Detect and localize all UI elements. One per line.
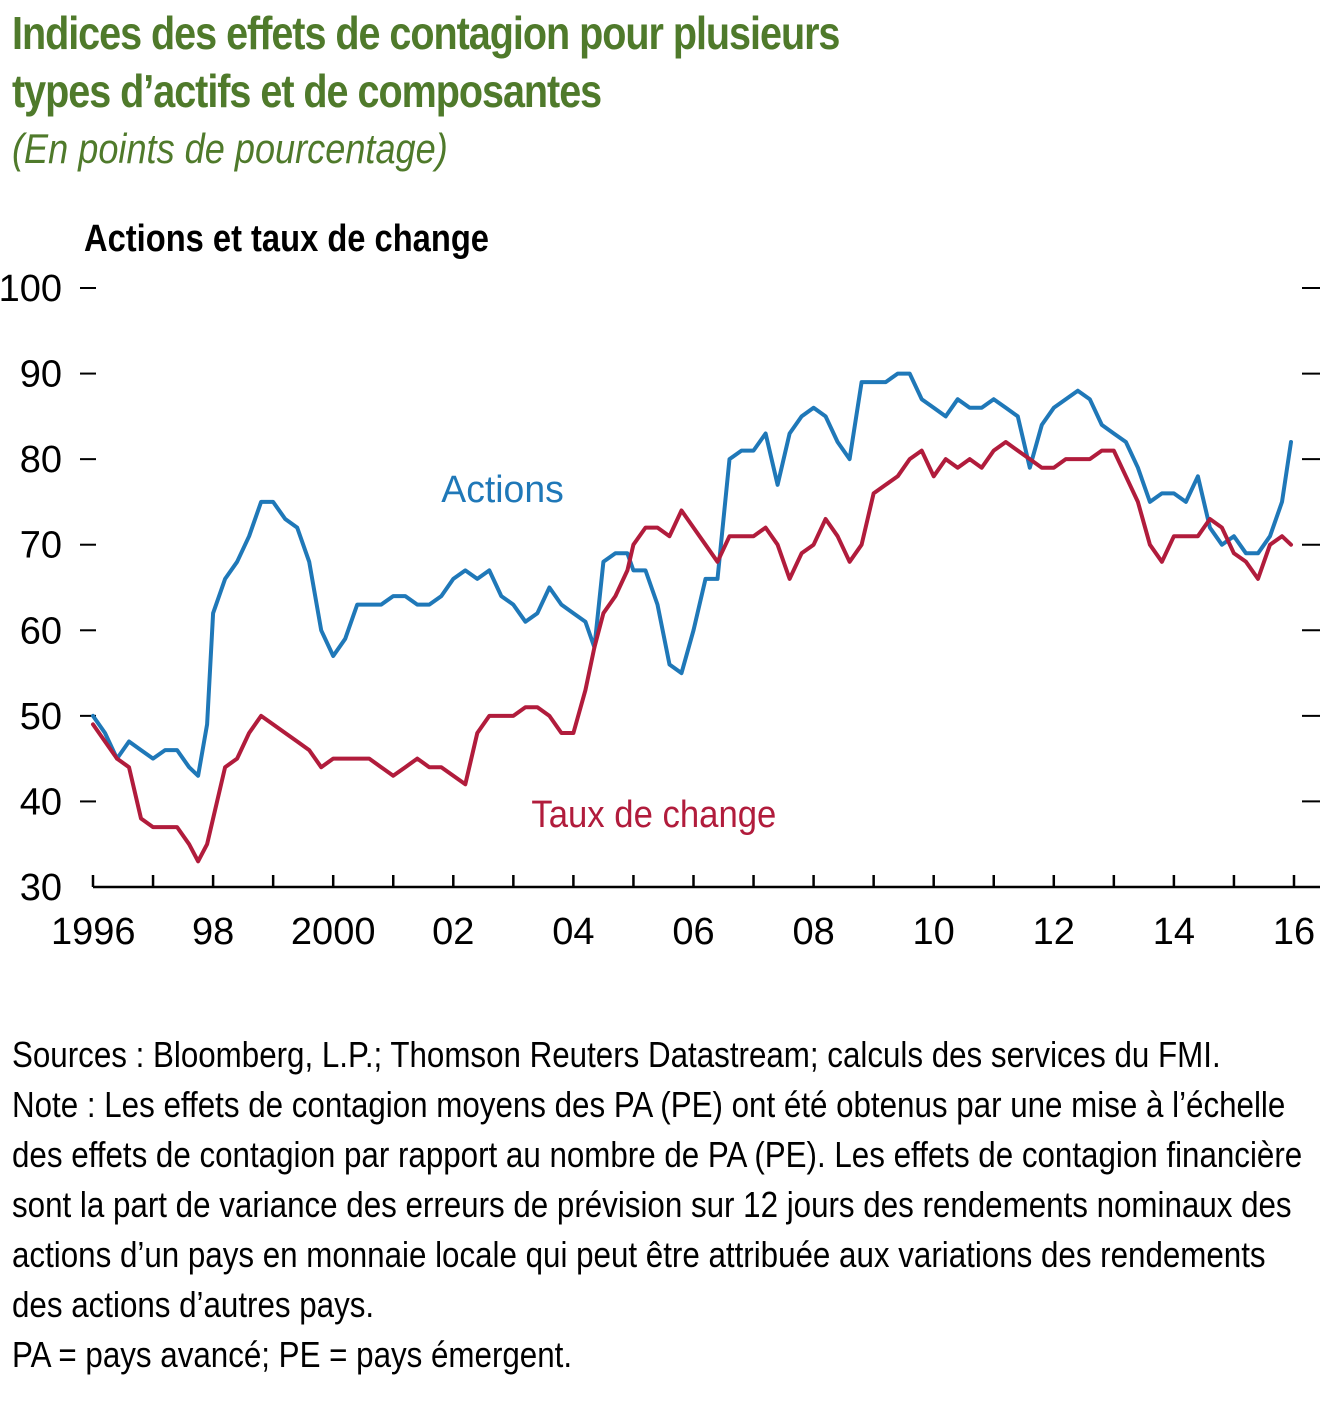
chart-subtitle: (En points de pourcentage) [12,125,448,172]
x-tick-label: 98 [192,911,234,953]
x-tick-label: 16 [1273,911,1315,953]
panel-title: Actions et taux de change [84,218,489,260]
x-tick-label: 10 [913,911,955,953]
x-tick-label: 2000 [291,911,376,953]
y-tick-label: 80 [20,439,62,481]
series-line-actions [91,371,1293,778]
series-label-actions: Actions [441,469,564,511]
y-tick-label: 50 [20,696,62,738]
chart-annotations: Actions Taux de change [441,469,776,836]
x-tick-label: 1996 [51,911,136,953]
series-label-taux-de-change: Taux de change [531,794,776,836]
x-tick-label: 04 [552,911,594,953]
chart-series [91,371,1293,864]
y-tick-label: 30 [20,867,62,909]
x-tick-label: 02 [432,911,474,953]
series-line-taux-de-change [91,440,1293,864]
x-tick-label: 12 [1033,911,1075,953]
note-text: Note : Les effets de contagion moyens de… [12,1084,1303,1325]
y-tick-label: 90 [20,354,62,396]
chart-notes: Sources : Bloomberg, L.P.; Thomson Reute… [12,1030,1317,1380]
sources-text: Sources : Bloomberg, L.P.; Thomson Reute… [12,1034,1221,1075]
note-abbreviations: PA = pays avancé; PE = pays émergent. [12,1334,573,1375]
y-tick-label: 70 [20,525,62,567]
chart-title-line1: Indices des effets de contagion pour plu… [12,7,840,59]
y-tick-label: 40 [20,781,62,823]
x-tick-label: 14 [1153,911,1195,953]
y-tick-label: 100 [0,268,62,310]
chart-title-line2: types d’actifs et de composantes [12,65,602,117]
x-tick-label: 08 [792,911,834,953]
chart-title: Indices des effets de contagion pour plu… [12,4,1147,120]
x-tick-label: 06 [672,911,714,953]
y-tick-label: 60 [20,610,62,652]
